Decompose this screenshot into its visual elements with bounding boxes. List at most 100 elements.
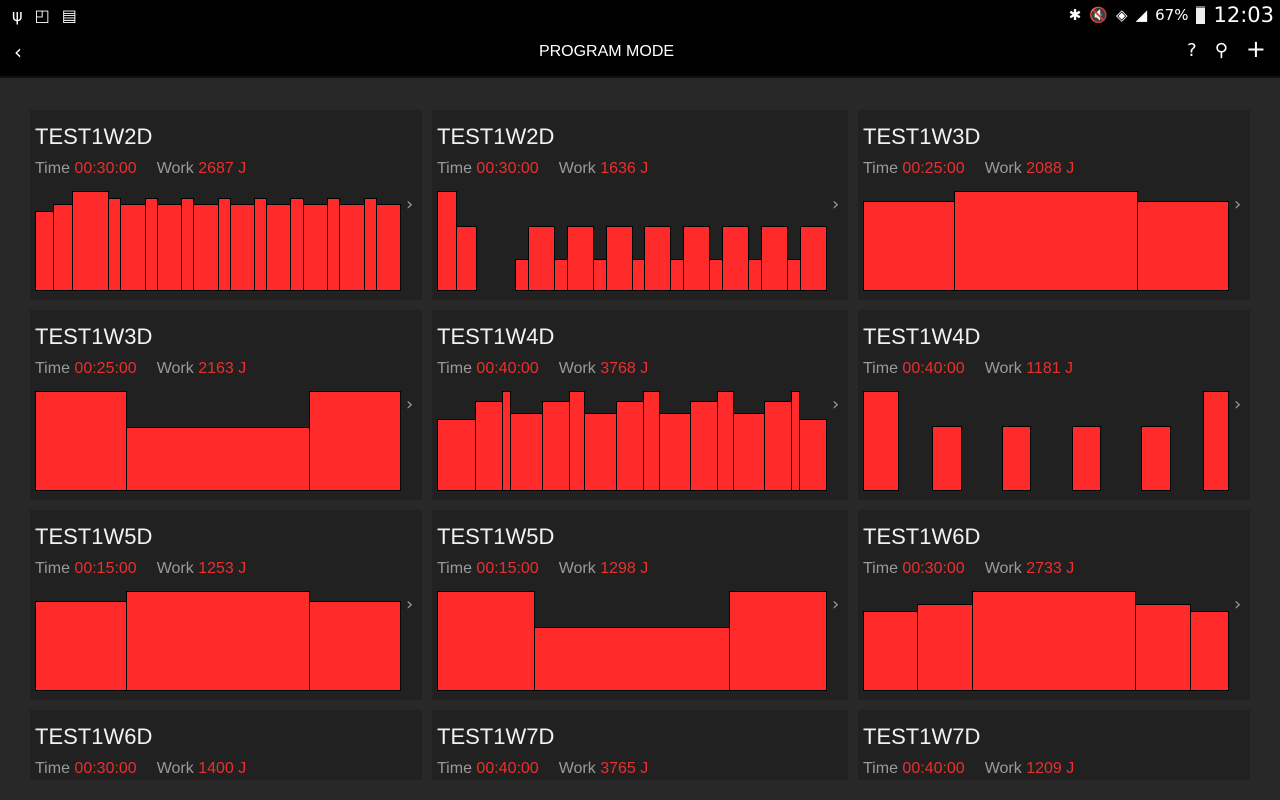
interval-bar [954,191,1138,291]
program-meta: Time 00:30:00 Work 2733 J [863,560,1074,578]
chevron-right-icon[interactable]: › [406,394,414,415]
chevron-right-icon[interactable]: › [406,194,414,215]
interval-bar [593,259,607,291]
chevron-left-icon[interactable]: ‹ [14,40,22,64]
interval-bar [644,226,671,291]
program-card[interactable]: TEST1W6D Time 00:30:00 Work 1400 J [30,710,422,780]
program-card[interactable]: TEST1W5D Time 00:15:00 Work 1253 J › [30,510,422,700]
interval-bar [72,191,109,291]
work-label: Work [558,760,596,777]
interval-bar [309,391,401,491]
time-value: 00:30:00 [476,160,539,177]
program-card[interactable]: TEST1W3D Time 00:25:00 Work 2088 J › [858,110,1250,300]
time-value: 00:40:00 [902,360,965,377]
program-profile-chart [35,591,401,691]
work-value: 2687 J [198,160,247,177]
program-card[interactable]: TEST1W4D Time 00:40:00 Work 3768 J › [432,310,848,500]
time-label: Time [437,760,472,777]
interval-bar [567,226,594,291]
interval-bar [733,413,765,491]
mute-icon: 🔇 [1089,6,1109,24]
interval-bar [1002,426,1031,491]
work-label: Work [558,160,596,177]
interval-bar [1137,201,1229,291]
interval-bar [35,391,127,491]
program-profile-chart [863,191,1229,291]
program-name: TEST1W7D [437,724,555,749]
chevron-right-icon[interactable]: › [832,194,840,215]
interval-bar [230,204,255,291]
program-card[interactable]: TEST1W5D Time 00:15:00 Work 1298 J › [432,510,848,700]
program-name: TEST1W3D [35,324,153,349]
program-profile-chart [863,391,1229,491]
time-value: 00:30:00 [74,760,137,777]
program-meta: Time 00:40:00 Work 1181 J [863,360,1073,378]
interval-bar [35,211,54,291]
interval-bar [290,198,304,291]
work-value: 3768 J [600,360,649,377]
program-card[interactable]: TEST1W2D Time 00:30:00 Work 2687 J › [30,110,422,300]
program-card[interactable]: TEST1W4D Time 00:40:00 Work 1181 J › [858,310,1250,500]
add-button[interactable]: + [1245,35,1266,63]
work-label: Work [156,760,194,777]
program-grid[interactable]: TEST1W2D Time 00:30:00 Work 2687 J › TEST1W… [0,80,1280,780]
work-label: Work [984,560,1022,577]
interval-bar [126,427,310,491]
time-value: 00:15:00 [74,560,137,577]
interval-bar [437,591,535,691]
chevron-right-icon[interactable]: › [832,594,840,615]
program-name: TEST1W2D [35,124,153,149]
signal-icon: ◢ [1135,6,1148,24]
help-button[interactable]: ? [1187,40,1197,61]
program-profile-chart [35,391,401,491]
program-meta: Time 00:30:00 Work 2687 J [35,160,246,178]
time-value: 00:25:00 [74,360,137,377]
time-label: Time [35,760,70,777]
interval-bar [863,611,918,691]
interval-bar [1203,391,1229,491]
chevron-right-icon[interactable]: › [832,394,840,415]
interval-bar [1072,426,1101,491]
time-value: 00:25:00 [902,160,965,177]
interval-bar [303,204,328,291]
interval-bar [456,226,477,291]
work-value: 3765 J [600,760,649,777]
interval-bar [542,401,570,491]
interval-bar [437,191,457,291]
interval-bar [534,627,730,691]
interval-bar [120,204,146,291]
interval-bar [972,591,1136,691]
chevron-right-icon[interactable]: › [1234,194,1242,215]
program-name: TEST1W3D [863,124,981,149]
interval-bar [722,226,749,291]
chevron-right-icon[interactable]: › [1234,594,1242,615]
program-name: TEST1W5D [35,524,153,549]
work-label: Work [156,160,194,177]
program-name: TEST1W6D [35,724,153,749]
work-value: 1636 J [600,160,649,177]
time-label: Time [863,360,898,377]
program-card[interactable]: TEST1W6D Time 00:30:00 Work 2733 J › [858,510,1250,700]
interval-bar [917,604,973,691]
program-card[interactable]: TEST1W7D Time 00:40:00 Work 3765 J [432,710,848,780]
program-card[interactable]: TEST1W3D Time 00:25:00 Work 2163 J › [30,310,422,500]
program-card[interactable]: TEST1W7D Time 00:40:00 Work 1209 J [858,710,1250,780]
program-meta: Time 00:40:00 Work 3768 J [437,360,648,378]
time-value: 00:40:00 [476,360,539,377]
program-card[interactable]: TEST1W2D Time 00:30:00 Work 1636 J › [432,110,848,300]
interval-bar [709,259,723,291]
work-value: 1400 J [198,760,247,777]
interval-bar [193,204,219,291]
work-value: 2733 J [1026,560,1075,577]
program-meta: Time 00:40:00 Work 3765 J [437,760,648,778]
program-name: TEST1W4D [863,324,981,349]
interval-bar [157,204,182,291]
interval-bar [584,413,617,491]
time-value: 00:30:00 [902,560,965,577]
interval-bar [1135,604,1191,691]
search-icon[interactable]: ⚲ [1214,40,1228,61]
chevron-right-icon[interactable]: › [406,594,414,615]
chevron-right-icon[interactable]: › [1234,394,1242,415]
work-value: 2163 J [198,360,247,377]
program-meta: Time 00:15:00 Work 1298 J [437,560,648,578]
